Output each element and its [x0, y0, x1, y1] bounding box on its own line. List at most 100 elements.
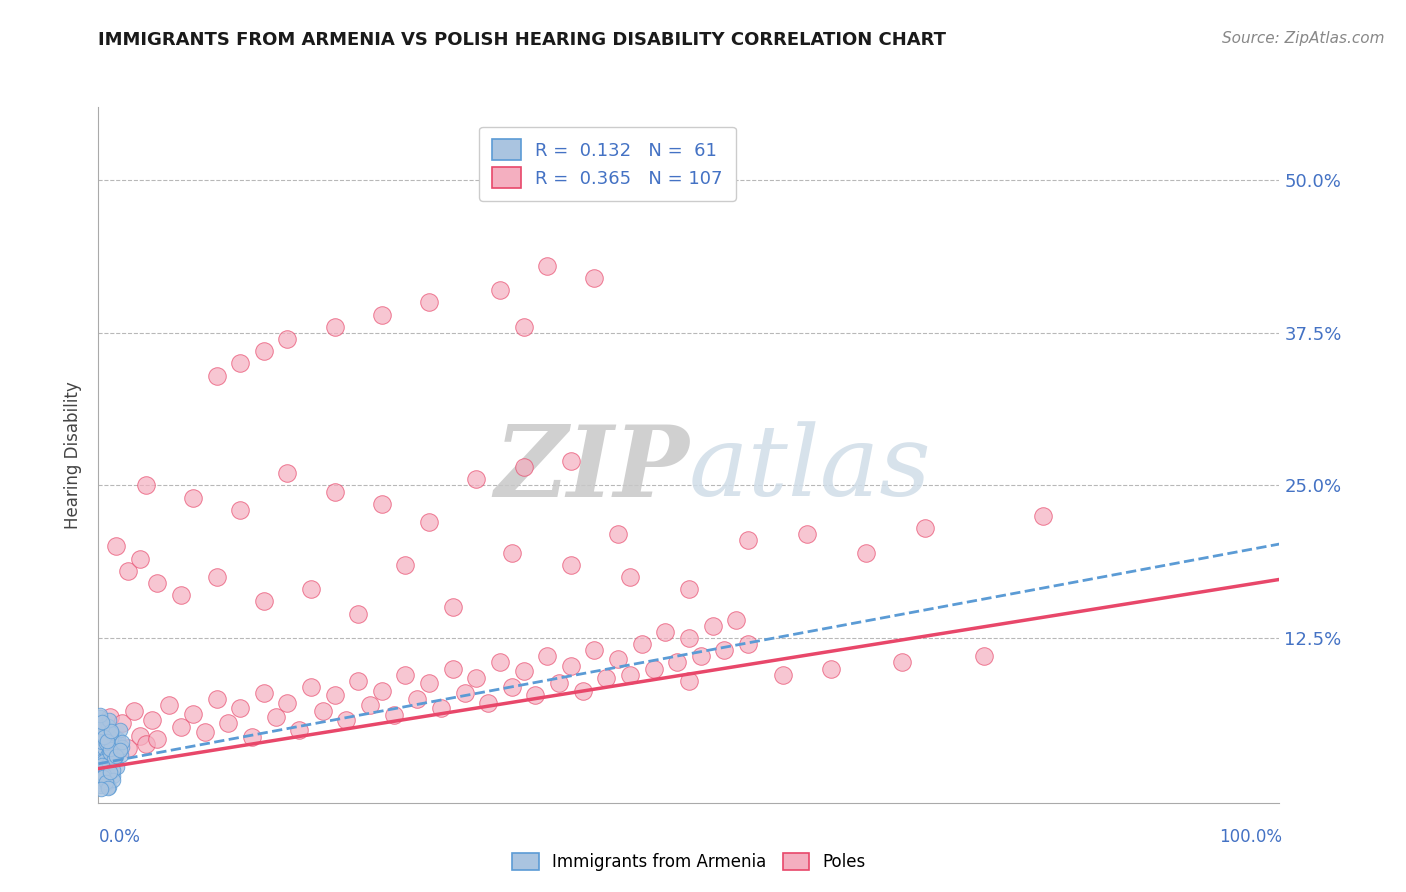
- Point: [418, 515, 440, 529]
- Point: [973, 649, 995, 664]
- Point: [108, 723, 131, 737]
- Point: [418, 676, 440, 690]
- Point: [619, 570, 641, 584]
- Point: [725, 613, 748, 627]
- Point: [94, 725, 117, 739]
- Point: [107, 732, 129, 747]
- Point: [299, 582, 322, 597]
- Point: [97, 739, 120, 753]
- Point: [98, 765, 121, 780]
- Point: [548, 676, 571, 690]
- Point: [93, 723, 115, 737]
- Point: [855, 545, 877, 559]
- Point: [96, 733, 118, 747]
- Point: [96, 749, 118, 764]
- Point: [619, 667, 641, 681]
- Point: [501, 545, 523, 559]
- Point: [560, 659, 582, 673]
- Point: [796, 527, 818, 541]
- Point: [441, 661, 464, 675]
- Point: [654, 624, 676, 639]
- Point: [477, 696, 499, 710]
- Point: [737, 533, 759, 548]
- Point: [205, 368, 228, 383]
- Point: [512, 460, 534, 475]
- Point: [536, 259, 558, 273]
- Point: [91, 735, 114, 749]
- Point: [94, 765, 117, 780]
- Point: [103, 752, 125, 766]
- Point: [91, 764, 114, 778]
- Point: [98, 742, 121, 756]
- Point: [98, 756, 121, 771]
- Point: [276, 332, 298, 346]
- Point: [90, 779, 112, 793]
- Point: [105, 749, 128, 764]
- Point: [607, 527, 630, 541]
- Point: [453, 686, 475, 700]
- Point: [111, 716, 134, 731]
- Point: [97, 781, 120, 796]
- Point: [678, 582, 700, 597]
- Point: [1032, 508, 1054, 523]
- Point: [240, 730, 263, 744]
- Point: [97, 762, 120, 776]
- Y-axis label: Hearing Disability: Hearing Disability: [65, 381, 83, 529]
- Point: [105, 735, 128, 749]
- Point: [100, 731, 122, 745]
- Point: [205, 570, 228, 584]
- Point: [98, 710, 121, 724]
- Point: [323, 319, 346, 334]
- Point: [101, 763, 124, 777]
- Point: [512, 664, 534, 678]
- Point: [101, 772, 124, 787]
- Point: [105, 760, 128, 774]
- Text: 100.0%: 100.0%: [1219, 828, 1282, 846]
- Point: [583, 643, 606, 657]
- Point: [607, 652, 630, 666]
- Point: [103, 729, 125, 743]
- Point: [394, 667, 416, 681]
- Point: [157, 698, 180, 713]
- Point: [117, 740, 139, 755]
- Point: [253, 686, 276, 700]
- Point: [96, 766, 118, 780]
- Point: [96, 776, 118, 790]
- Legend: Immigrants from Armenia, Poles: Immigrants from Armenia, Poles: [505, 847, 873, 878]
- Point: [98, 780, 121, 794]
- Point: [98, 745, 121, 759]
- Point: [323, 484, 346, 499]
- Point: [524, 689, 547, 703]
- Point: [100, 723, 122, 738]
- Point: [678, 631, 700, 645]
- Point: [702, 619, 724, 633]
- Point: [689, 649, 711, 664]
- Point: [394, 558, 416, 572]
- Point: [89, 716, 111, 731]
- Point: [111, 739, 134, 754]
- Point: [643, 661, 665, 675]
- Point: [94, 736, 117, 750]
- Point: [94, 775, 117, 789]
- Point: [347, 607, 370, 621]
- Point: [146, 576, 169, 591]
- Point: [128, 729, 150, 743]
- Point: [90, 773, 112, 788]
- Point: [335, 713, 357, 727]
- Point: [170, 720, 193, 734]
- Point: [93, 730, 115, 744]
- Point: [418, 295, 440, 310]
- Point: [91, 753, 114, 767]
- Point: [108, 743, 131, 757]
- Point: [323, 689, 346, 703]
- Point: [105, 540, 128, 554]
- Point: [181, 706, 204, 721]
- Point: [890, 656, 912, 670]
- Point: [312, 704, 335, 718]
- Point: [110, 748, 132, 763]
- Point: [583, 271, 606, 285]
- Point: [359, 698, 381, 713]
- Point: [91, 720, 114, 734]
- Point: [98, 756, 121, 770]
- Text: atlas: atlas: [689, 421, 932, 516]
